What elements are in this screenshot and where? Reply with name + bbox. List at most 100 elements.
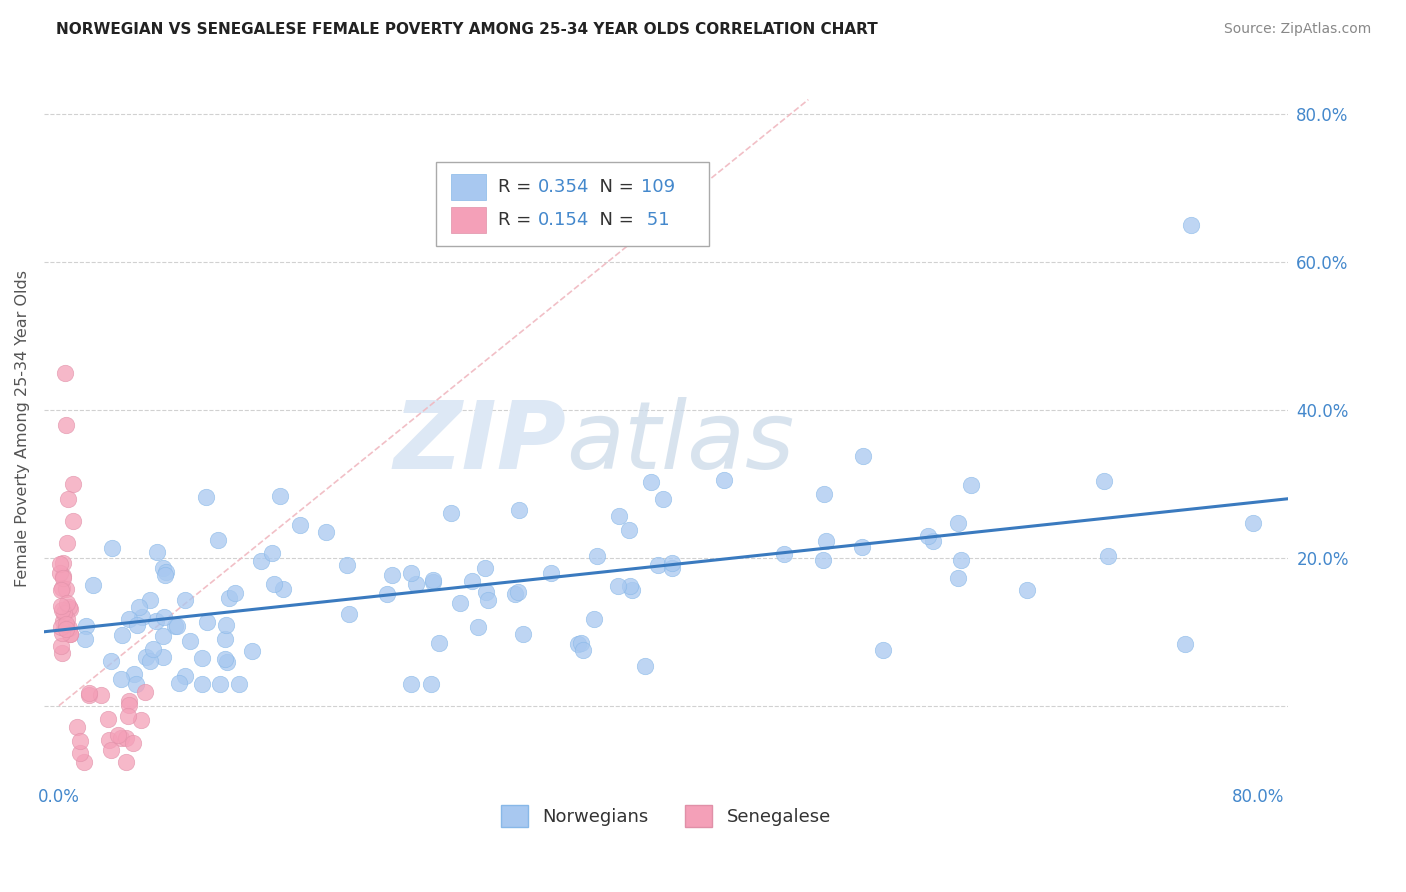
Point bbox=[124, 676, 146, 690]
Point bbox=[381, 568, 404, 582]
Point bbox=[651, 491, 673, 506]
Point bbox=[152, 650, 174, 665]
Text: Source: ZipAtlas.com: Source: ZipAtlas.com bbox=[1223, 22, 1371, 37]
Point bbox=[53, 366, 76, 380]
Point bbox=[51, 626, 73, 640]
Point bbox=[315, 524, 337, 539]
Point bbox=[337, 607, 360, 622]
Point bbox=[813, 487, 835, 501]
Point bbox=[51, 646, 73, 660]
Point bbox=[1243, 516, 1265, 530]
Point bbox=[503, 586, 526, 600]
Point bbox=[215, 618, 238, 632]
Text: 0.354: 0.354 bbox=[538, 178, 589, 196]
Point bbox=[59, 626, 82, 640]
Point bbox=[852, 449, 875, 463]
Point bbox=[946, 571, 969, 585]
Point bbox=[634, 658, 657, 673]
Point bbox=[121, 736, 143, 750]
Point bbox=[107, 728, 129, 742]
Point bbox=[872, 643, 894, 657]
Point bbox=[449, 596, 471, 610]
Point bbox=[66, 720, 89, 734]
Point bbox=[146, 544, 169, 558]
Point bbox=[1174, 637, 1197, 651]
Point bbox=[474, 561, 496, 575]
Point bbox=[129, 713, 152, 727]
Point bbox=[49, 566, 72, 580]
Point bbox=[269, 489, 291, 503]
Point bbox=[179, 634, 201, 648]
Point bbox=[460, 574, 482, 588]
Point bbox=[477, 593, 499, 607]
Point bbox=[166, 618, 188, 632]
Text: atlas: atlas bbox=[567, 397, 794, 488]
Point bbox=[620, 582, 643, 597]
Point bbox=[922, 533, 945, 548]
Point bbox=[661, 561, 683, 575]
Point bbox=[240, 644, 263, 658]
Text: N =: N = bbox=[588, 178, 640, 196]
Point bbox=[111, 628, 134, 642]
Point bbox=[100, 742, 122, 756]
Point bbox=[512, 626, 534, 640]
Point bbox=[139, 654, 162, 668]
Point bbox=[422, 574, 444, 589]
Point bbox=[101, 541, 124, 556]
Point bbox=[69, 734, 91, 748]
Legend: Norwegians, Senegalese: Norwegians, Senegalese bbox=[494, 797, 838, 834]
Point bbox=[811, 552, 834, 566]
Point bbox=[946, 516, 969, 531]
Point bbox=[145, 614, 167, 628]
Point bbox=[56, 491, 79, 506]
Point bbox=[1097, 549, 1119, 563]
Point bbox=[508, 584, 530, 599]
Point bbox=[475, 584, 498, 599]
Point bbox=[195, 615, 218, 630]
Point bbox=[260, 546, 283, 560]
Point bbox=[218, 591, 240, 606]
Point bbox=[115, 731, 138, 745]
Point bbox=[117, 709, 139, 723]
Point bbox=[214, 632, 236, 646]
Text: 0.154: 0.154 bbox=[538, 211, 589, 229]
Point bbox=[917, 529, 939, 543]
Point bbox=[55, 622, 77, 636]
Point bbox=[98, 733, 121, 747]
Point bbox=[195, 490, 218, 504]
Point bbox=[58, 621, 80, 635]
Point bbox=[1180, 219, 1202, 233]
Point bbox=[155, 565, 177, 579]
Text: R =: R = bbox=[498, 211, 537, 229]
Point bbox=[207, 533, 229, 547]
Point bbox=[139, 592, 162, 607]
Point bbox=[73, 755, 96, 769]
Point bbox=[135, 649, 157, 664]
Point bbox=[82, 578, 104, 592]
Point bbox=[49, 620, 72, 634]
Point bbox=[97, 712, 120, 726]
Point bbox=[51, 582, 73, 597]
Point bbox=[52, 614, 75, 628]
FancyBboxPatch shape bbox=[451, 207, 485, 234]
Point bbox=[52, 556, 75, 570]
Point bbox=[118, 694, 141, 708]
Text: R =: R = bbox=[498, 178, 537, 196]
Point bbox=[125, 617, 148, 632]
Point bbox=[52, 571, 75, 585]
Point bbox=[607, 508, 630, 523]
Point bbox=[51, 581, 73, 595]
Point bbox=[607, 579, 630, 593]
FancyBboxPatch shape bbox=[436, 161, 710, 246]
Point bbox=[153, 610, 176, 624]
Point bbox=[288, 518, 311, 533]
Point bbox=[208, 676, 231, 690]
Point bbox=[647, 558, 669, 572]
Point bbox=[815, 533, 838, 548]
Point bbox=[56, 536, 79, 550]
Text: N =: N = bbox=[588, 211, 640, 229]
Point bbox=[110, 731, 132, 745]
Point bbox=[567, 637, 589, 651]
Point bbox=[49, 558, 72, 572]
FancyBboxPatch shape bbox=[451, 174, 485, 201]
